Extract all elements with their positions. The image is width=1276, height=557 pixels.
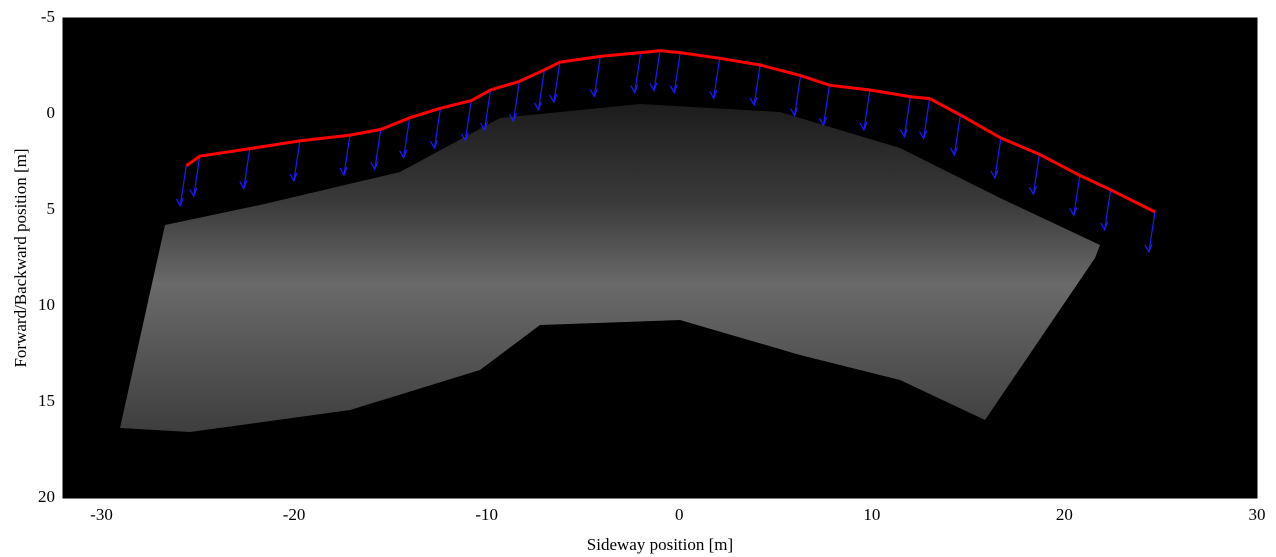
arrow-head: [919, 130, 928, 141]
axes-box: [62, 17, 1258, 499]
x-tick-label: -20: [283, 505, 306, 524]
heading-arrow: [464, 100, 472, 141]
heading-arrow: [537, 69, 546, 110]
heading-arrow: [293, 140, 301, 181]
y-tick-label: 15: [38, 391, 55, 410]
arrow-head: [949, 146, 958, 157]
heading-arrow: [634, 52, 642, 93]
heading-arrow: [953, 114, 962, 156]
arrow-head: [339, 166, 348, 177]
heading-arrow: [433, 108, 442, 149]
heading-arrow: [1104, 189, 1112, 230]
x-tick-label: -30: [90, 505, 113, 524]
arrow-head: [549, 93, 558, 104]
y-axis-label: Forward/Backward position [m]: [11, 148, 30, 367]
heading-arrow: [822, 85, 831, 126]
arrow-head: [899, 128, 908, 139]
heading-arrow: [512, 81, 521, 122]
arrow-head: [508, 113, 517, 123]
arrow-head: [239, 180, 248, 190]
arrow-head: [1144, 243, 1153, 254]
heading-arrow: [713, 58, 721, 99]
x-tick-label: -10: [475, 505, 498, 524]
heading-arrow: [863, 89, 871, 131]
plot-layer: [175, 49, 1156, 254]
y-tick-label: 5: [47, 199, 56, 218]
arrow-head: [859, 121, 868, 132]
x-tick-label: 10: [863, 505, 880, 524]
arrow-head: [1028, 186, 1037, 196]
arrow-head: [175, 197, 184, 208]
heading-arrow: [1148, 211, 1156, 253]
arrow-head: [533, 101, 543, 112]
heading-arrow: [343, 135, 351, 176]
heading-arrow: [374, 129, 382, 170]
arrow-head: [1069, 207, 1078, 217]
heading-arrow: [903, 96, 911, 137]
heading-arrow: [179, 165, 187, 206]
heading-arrow: [483, 89, 492, 131]
arrow-head: [460, 132, 469, 142]
arrow-head: [370, 161, 379, 171]
heading-arrow: [593, 56, 601, 97]
heading-arrow: [243, 148, 251, 189]
x-tick-label: 20: [1056, 505, 1073, 524]
x-axis-label: Sideway position [m]: [587, 535, 733, 554]
arrow-head: [630, 84, 639, 94]
arrow-head: [818, 116, 828, 127]
heading-arrow: [753, 64, 761, 106]
y-tick-label: 10: [38, 295, 55, 314]
arrow-head: [429, 140, 439, 150]
heading-arrow: [1032, 154, 1040, 195]
heading-arrow: [403, 117, 411, 158]
sonar-mosaic: [120, 104, 1100, 432]
arrow-head: [669, 84, 678, 94]
x-tick-label: 30: [1249, 505, 1266, 524]
arrow-head: [289, 172, 298, 183]
arrow-head: [990, 169, 999, 180]
heading-arrow: [673, 52, 681, 93]
heading-arrow: [1073, 175, 1081, 216]
arrow-head: [480, 121, 489, 132]
arrow-head: [589, 88, 598, 98]
arrow-head: [1100, 221, 1109, 232]
heading-arrow: [653, 50, 661, 91]
arrow-head: [399, 149, 408, 160]
x-tick-label: 0: [675, 505, 684, 524]
heading-arrow: [994, 137, 1002, 179]
y-tick-label: 0: [47, 103, 56, 122]
trajectory-line: [185, 49, 1156, 214]
arrow-head: [749, 96, 758, 107]
heading-arrow: [553, 62, 561, 103]
heading-arrow: [923, 98, 931, 139]
arrow-head: [709, 90, 718, 100]
arrow-head: [649, 82, 658, 93]
arrow-head: [790, 107, 799, 118]
arrow-head: [189, 188, 198, 198]
y-tick-label: -5: [41, 7, 55, 26]
heading-arrow: [193, 156, 201, 197]
y-tick-label: 20: [38, 487, 55, 506]
heading-arrow: [793, 75, 802, 116]
